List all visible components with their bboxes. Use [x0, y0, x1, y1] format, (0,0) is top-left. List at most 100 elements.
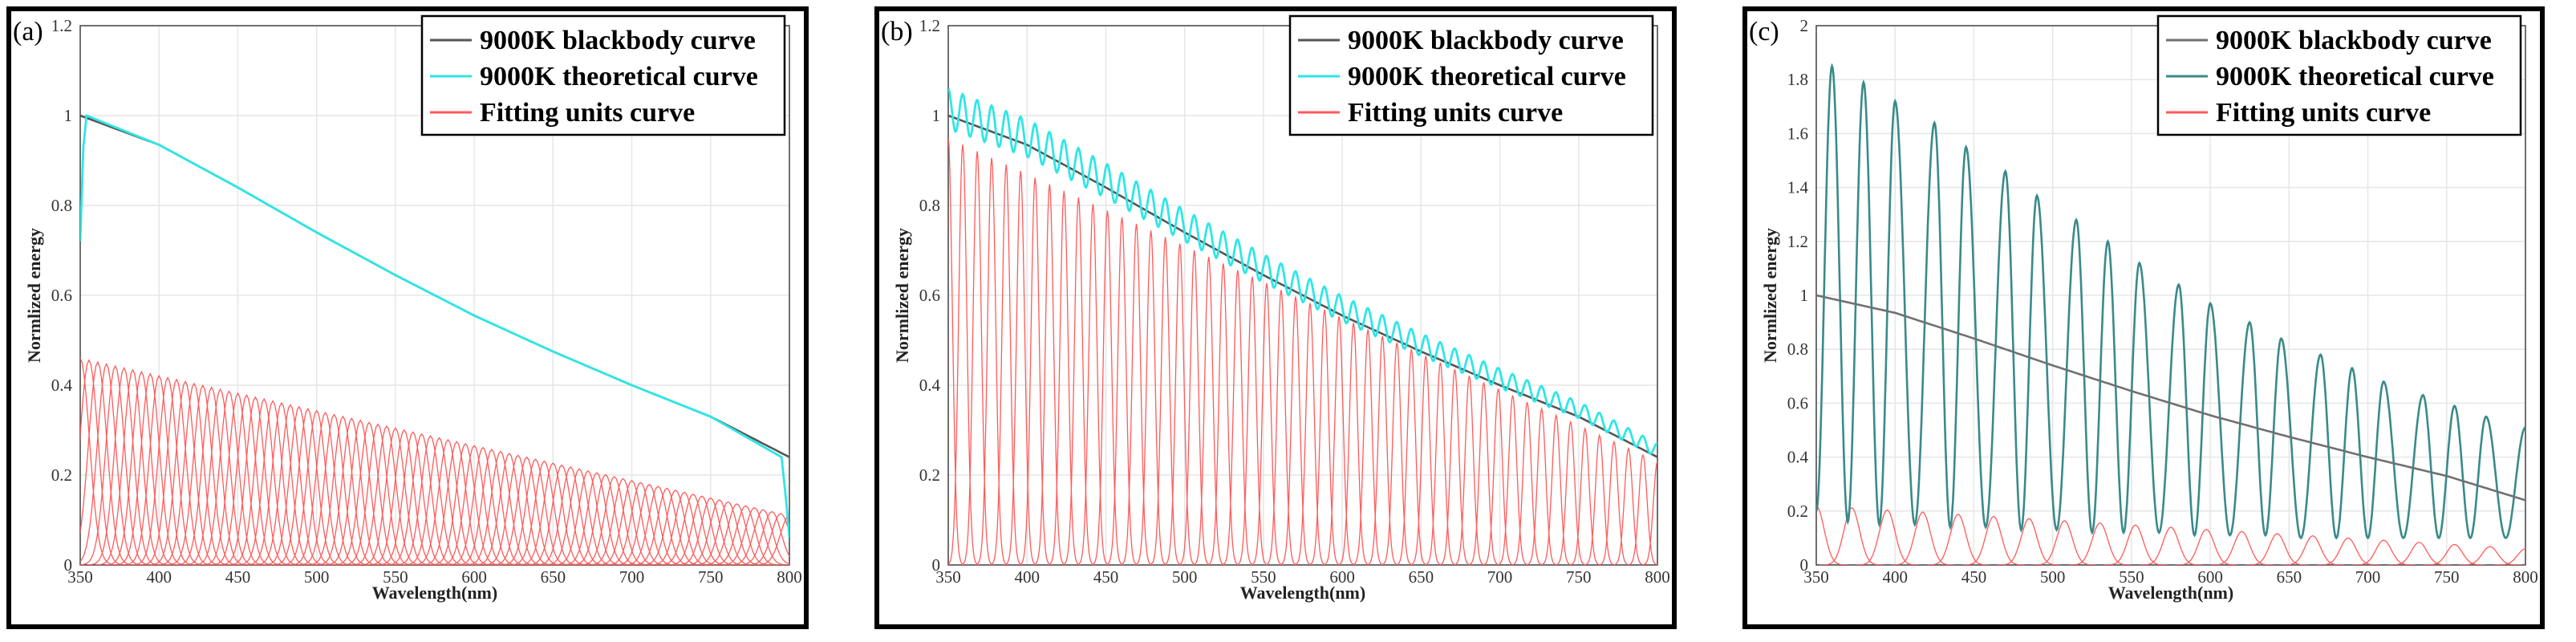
y-tick-label: 0.4: [51, 376, 73, 395]
y-tick-label: 0.8: [51, 196, 72, 215]
fitting-unit-curve: [1496, 395, 1529, 565]
fitting-unit-curve: [2352, 539, 2416, 565]
fitting-unit-curve: [279, 409, 354, 565]
fitting-unit-curve: [165, 384, 240, 565]
fitting-unit-curve: [236, 400, 310, 565]
fitting-unit-curve: [612, 483, 687, 565]
fitting-unit-curve: [507, 460, 582, 565]
fitting-unit-curve: [254, 404, 327, 565]
legend-box: [420, 14, 786, 136]
fitting-unit-curve: [1293, 303, 1327, 565]
fitting-unit-curve: [691, 501, 765, 565]
fitting-unit-curve: [516, 462, 590, 565]
chart-c-svg: 350 400 450 500 550 600 650 700 750 800 0 0.2 0.4 0.6…: [1749, 14, 2538, 603]
x-tick-label: 700: [619, 567, 645, 587]
legend-box: [1288, 14, 1654, 136]
fitting-unit-curve: [1438, 368, 1471, 565]
fitting-unit-curve: [1048, 190, 1081, 565]
fitting-unit-curve: [647, 491, 721, 565]
y-tick-label: 0.6: [1787, 393, 1808, 412]
fitting-unit-curve: [489, 456, 564, 565]
fitting-unit-curve: [80, 360, 135, 565]
fitting-unit-curve: [297, 413, 371, 565]
panel-label: (c): [1749, 17, 1779, 47]
fitting-unit-curve: [586, 477, 660, 565]
y-tick-label: 1.8: [1787, 70, 1808, 89]
fitting-unit-curve: [603, 482, 678, 565]
fitting-unit-curve: [270, 407, 345, 565]
fitting-unit-curve: [2103, 524, 2167, 565]
fitting-unit-curve: [1511, 401, 1544, 565]
fitting-unit-curve: [594, 479, 669, 565]
y-tick-label: 0.6: [51, 286, 72, 305]
y-tick-label: 0: [1800, 555, 1809, 575]
fitting-unit-curve: [95, 368, 170, 565]
fitting-unit-curve: [1351, 329, 1385, 565]
fitting-unit-curve: [551, 469, 625, 565]
fitting-unit-curve: [1308, 309, 1341, 565]
fitting-unit-curve: [2458, 546, 2521, 565]
x-tick-label: 550: [2119, 567, 2144, 587]
x-tick-label: 350: [935, 567, 961, 587]
y-tick-label: 1: [64, 106, 73, 125]
fitting-unit-curve: [1365, 335, 1399, 565]
fitting-unit-curve: [1891, 511, 1954, 565]
fitting-unit-curve: [2387, 542, 2451, 565]
fitting-unit-curve: [1525, 406, 1558, 565]
fitting-unit-curve: [446, 446, 520, 565]
series-group: [948, 87, 1657, 565]
x-axis-label: Wavelength(nm): [372, 583, 497, 603]
y-tick-label: 1.2: [51, 16, 72, 35]
fitting-unit-curve: [2210, 530, 2274, 565]
fitting-unit-curve: [2245, 533, 2309, 565]
x-tick-label: 400: [1014, 567, 1040, 587]
x-tick-label: 800: [777, 567, 802, 587]
fitting-unit-curve: [1820, 506, 1884, 565]
fitting-unit-curve: [1235, 276, 1269, 565]
y-tick-label: 1: [932, 106, 941, 125]
fitting-unit-curve: [1250, 282, 1284, 565]
fitting-unit-curve: [80, 356, 117, 565]
fitting-unit-curve: [1597, 440, 1631, 565]
fitting-unit-curve: [350, 425, 424, 565]
fitting-unit-curve: [411, 438, 485, 565]
chart-panel-a: 350 400 450 500 550 600 650 700 750 800 0 0.2 0.4 0.6…: [6, 6, 809, 629]
fitting-unit-curve: [717, 506, 789, 565]
fitting-unit-curve: [1467, 382, 1500, 565]
fitting-unit-curve: [1134, 230, 1167, 565]
x-tick-label: 800: [1645, 567, 1670, 587]
fitting-unit-curve: [481, 454, 555, 565]
fitting-unit-curve: [420, 441, 494, 565]
panel-label: (b): [881, 17, 913, 47]
fitting-unit-curve: [621, 486, 696, 565]
y-tick-label: 0.4: [1787, 448, 1809, 467]
fitting-unit-curve: [989, 164, 1023, 565]
x-tick-label: 450: [225, 567, 251, 587]
chart-a-svg: 350 400 450 500 550 600 650 700 750 800 0 0.2 0.4 0.6…: [13, 14, 802, 603]
series-group: [80, 114, 789, 565]
theoretical-curve: [948, 87, 1657, 455]
fitting-unit-curve: [393, 435, 468, 565]
x-axis-label: Wavelength(nm): [2108, 583, 2233, 603]
y-tick-label: 0.8: [919, 196, 940, 215]
fitting-unit-curve: [2033, 520, 2096, 565]
fitting-unit-curve: [262, 405, 336, 565]
fitting-unit-curve: [375, 431, 450, 565]
fitting-unit-curve: [2281, 535, 2344, 565]
fitting-unit-curve: [1192, 257, 1226, 565]
y-tick-label: 0: [932, 555, 941, 575]
fitting-unit-curve: [1091, 210, 1124, 565]
fitting-unit-curve: [1381, 342, 1414, 565]
legend-label-2: 9000K theoretical curve: [1348, 62, 1626, 91]
fitting-unit-curve: [174, 386, 249, 565]
x-tick-label: 350: [67, 567, 93, 587]
x-tick-label: 550: [1251, 567, 1276, 587]
fitting-unit-curve: [1178, 250, 1211, 565]
fitting-unit-curve: [726, 509, 789, 565]
fitting-unit-curve: [384, 433, 459, 565]
x-tick-label: 550: [383, 567, 408, 587]
y-tick-label: 1.4: [1787, 178, 1809, 197]
blackbody-curve: [948, 114, 1657, 458]
fitting-unit-curve: [1337, 323, 1370, 565]
x-tick-label: 500: [1172, 567, 1198, 587]
